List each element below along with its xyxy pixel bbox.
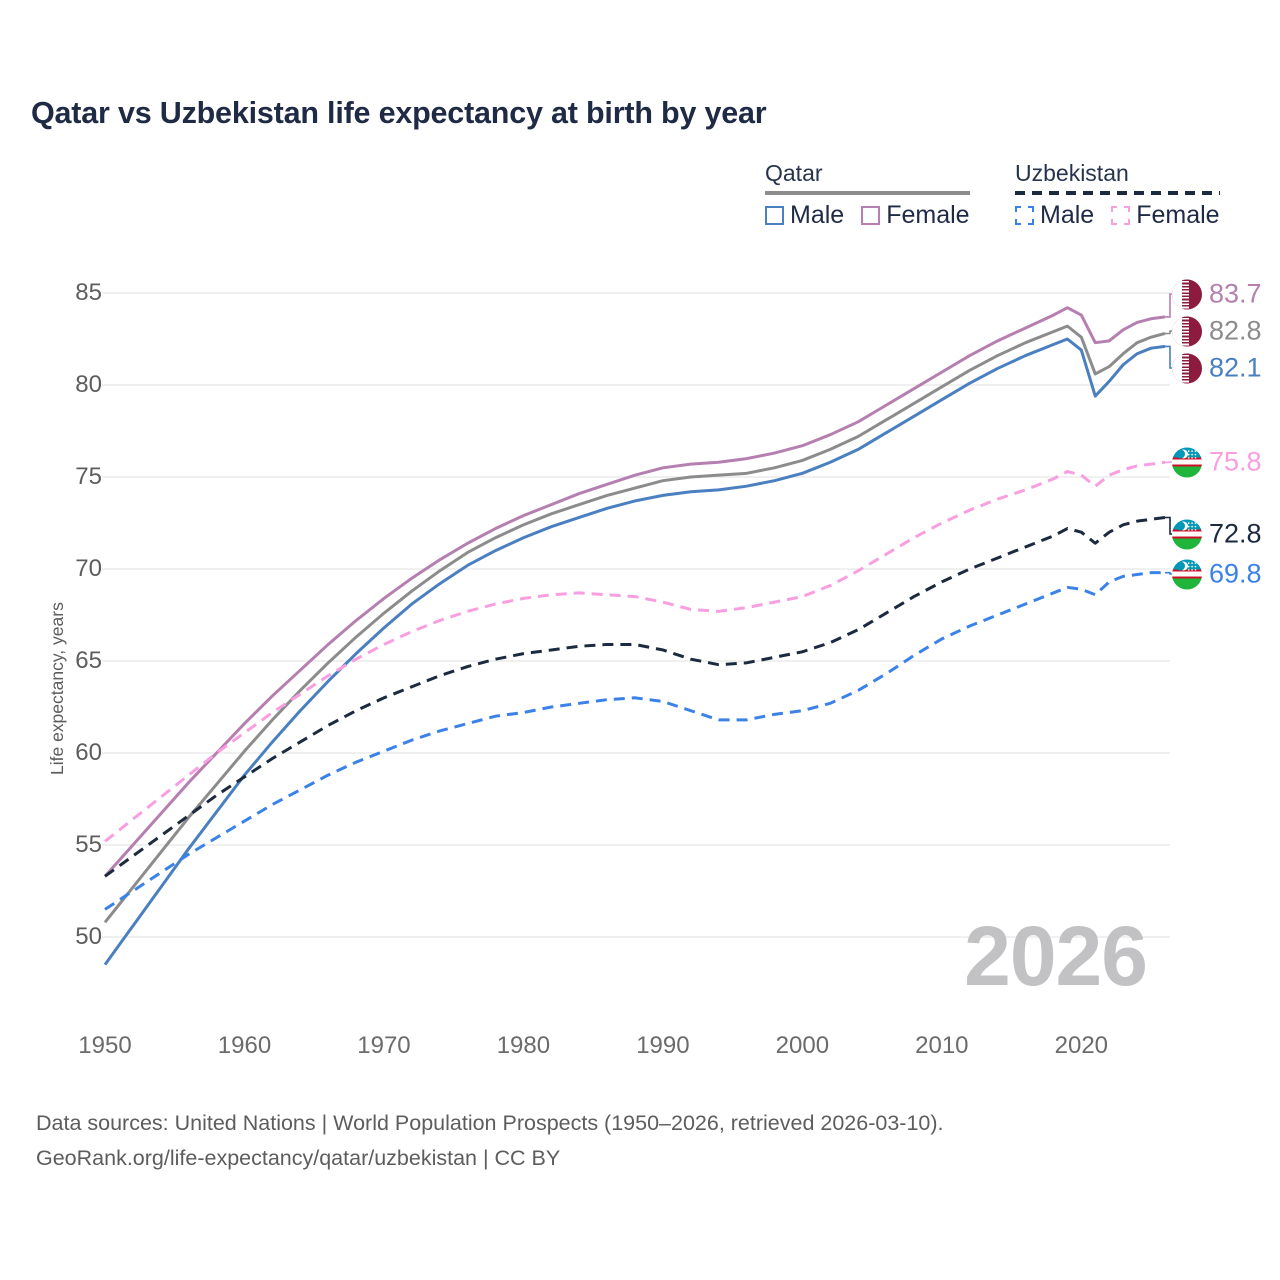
x-tick-label: 2020 [1054,1032,1109,1059]
y-tick-label: 50 [75,923,102,950]
legend-label: Male [1040,201,1095,229]
y-tick-label: 75 [75,463,102,490]
series-end-label: 83.7 [1172,279,1262,310]
x-tick-label: 1970 [357,1032,411,1059]
x-tick-label: 1980 [496,1032,551,1059]
x-tick-label: 1990 [636,1032,690,1059]
page-title: Qatar vs Uzbekistan life expectancy at b… [31,96,767,130]
series-line [103,306,1166,878]
y-tick-label: 70 [75,555,102,582]
uzbekistan-flag-icon [1172,447,1202,477]
legend-item-qatar-female[interactable]: Female [861,201,970,230]
uzbekistan-flag-icon [1172,519,1202,549]
legend-item-uzbekistan-female[interactable]: Female [1111,201,1220,230]
legend-swatch-icon [1015,206,1034,225]
series-end-label: 72.8 [1172,519,1262,550]
legend-heading-uzbekistan: Uzbekistan [1015,160,1129,186]
series-end-label: 82.8 [1172,316,1262,347]
chart-legend: Qatar Male Female Uzbekistan [760,160,1250,240]
series-end-label: 69.8 [1172,559,1262,590]
legend-swatch-icon [861,206,881,225]
legend-swatch-icon [1111,206,1131,225]
legend-swatch-icon [765,206,784,225]
y-tick-label: 55 [75,831,102,858]
series-end-value: 82.8 [1209,315,1262,346]
series-line [103,324,1166,924]
y-tick-label: 85 [75,279,102,306]
legend-group-uzbekistan: Uzbekistan Male Female [1015,160,1220,230]
series-end-value: 69.8 [1209,558,1262,589]
qatar-flag-icon [1172,316,1202,346]
uzbekistan-flag-icon [1172,559,1202,589]
legend-rule-uzbekistan [1015,191,1220,195]
legend-item-qatar-male[interactable]: Male [765,201,844,230]
legend-label: Male [790,201,845,229]
qatar-flag-icon [1172,279,1202,309]
series-end-value: 72.8 [1209,518,1262,549]
series-end-label: 82.1 [1172,353,1262,384]
series-end-value: 82.1 [1209,352,1262,383]
legend-label: Female [886,201,970,229]
legend-item-uzbekistan-male[interactable]: Male [1015,201,1094,230]
y-tick-label: 65 [75,647,102,674]
x-tick-label: 1960 [217,1032,272,1059]
series-line [104,460,1166,843]
series-end-label: 75.8 [1172,447,1262,478]
legend-heading-qatar: Qatar [765,160,823,186]
x-tick-label: 1950 [78,1032,132,1059]
y-tick-label: 60 [75,739,102,766]
y-tick-label: 80 [75,371,102,398]
footer-line-2: GeoRank.org/life-expectancy/qatar/uzbeki… [36,1145,561,1170]
footer-attribution: Data sources: United Nations | World Pop… [36,1106,944,1176]
legend-group-qatar: Qatar Male Female [765,160,970,230]
series-line [104,571,1165,911]
y-axis-ticks: 50 55 60 65 70 75 80 85 [0,0,102,1280]
legend-label: Female [1136,201,1220,229]
qatar-flag-icon [1172,353,1202,383]
x-tick-label: 2010 [915,1032,969,1059]
series-end-value: 83.7 [1209,278,1262,309]
footer-line-1: Data sources: United Nations | World Pop… [36,1111,944,1135]
series-line [104,515,1166,878]
year-watermark: 2026 [964,909,1148,1003]
series-end-value: 75.8 [1209,446,1262,477]
series-line [103,337,1166,966]
legend-rule-qatar [765,191,970,195]
x-tick-label: 2000 [775,1032,830,1059]
